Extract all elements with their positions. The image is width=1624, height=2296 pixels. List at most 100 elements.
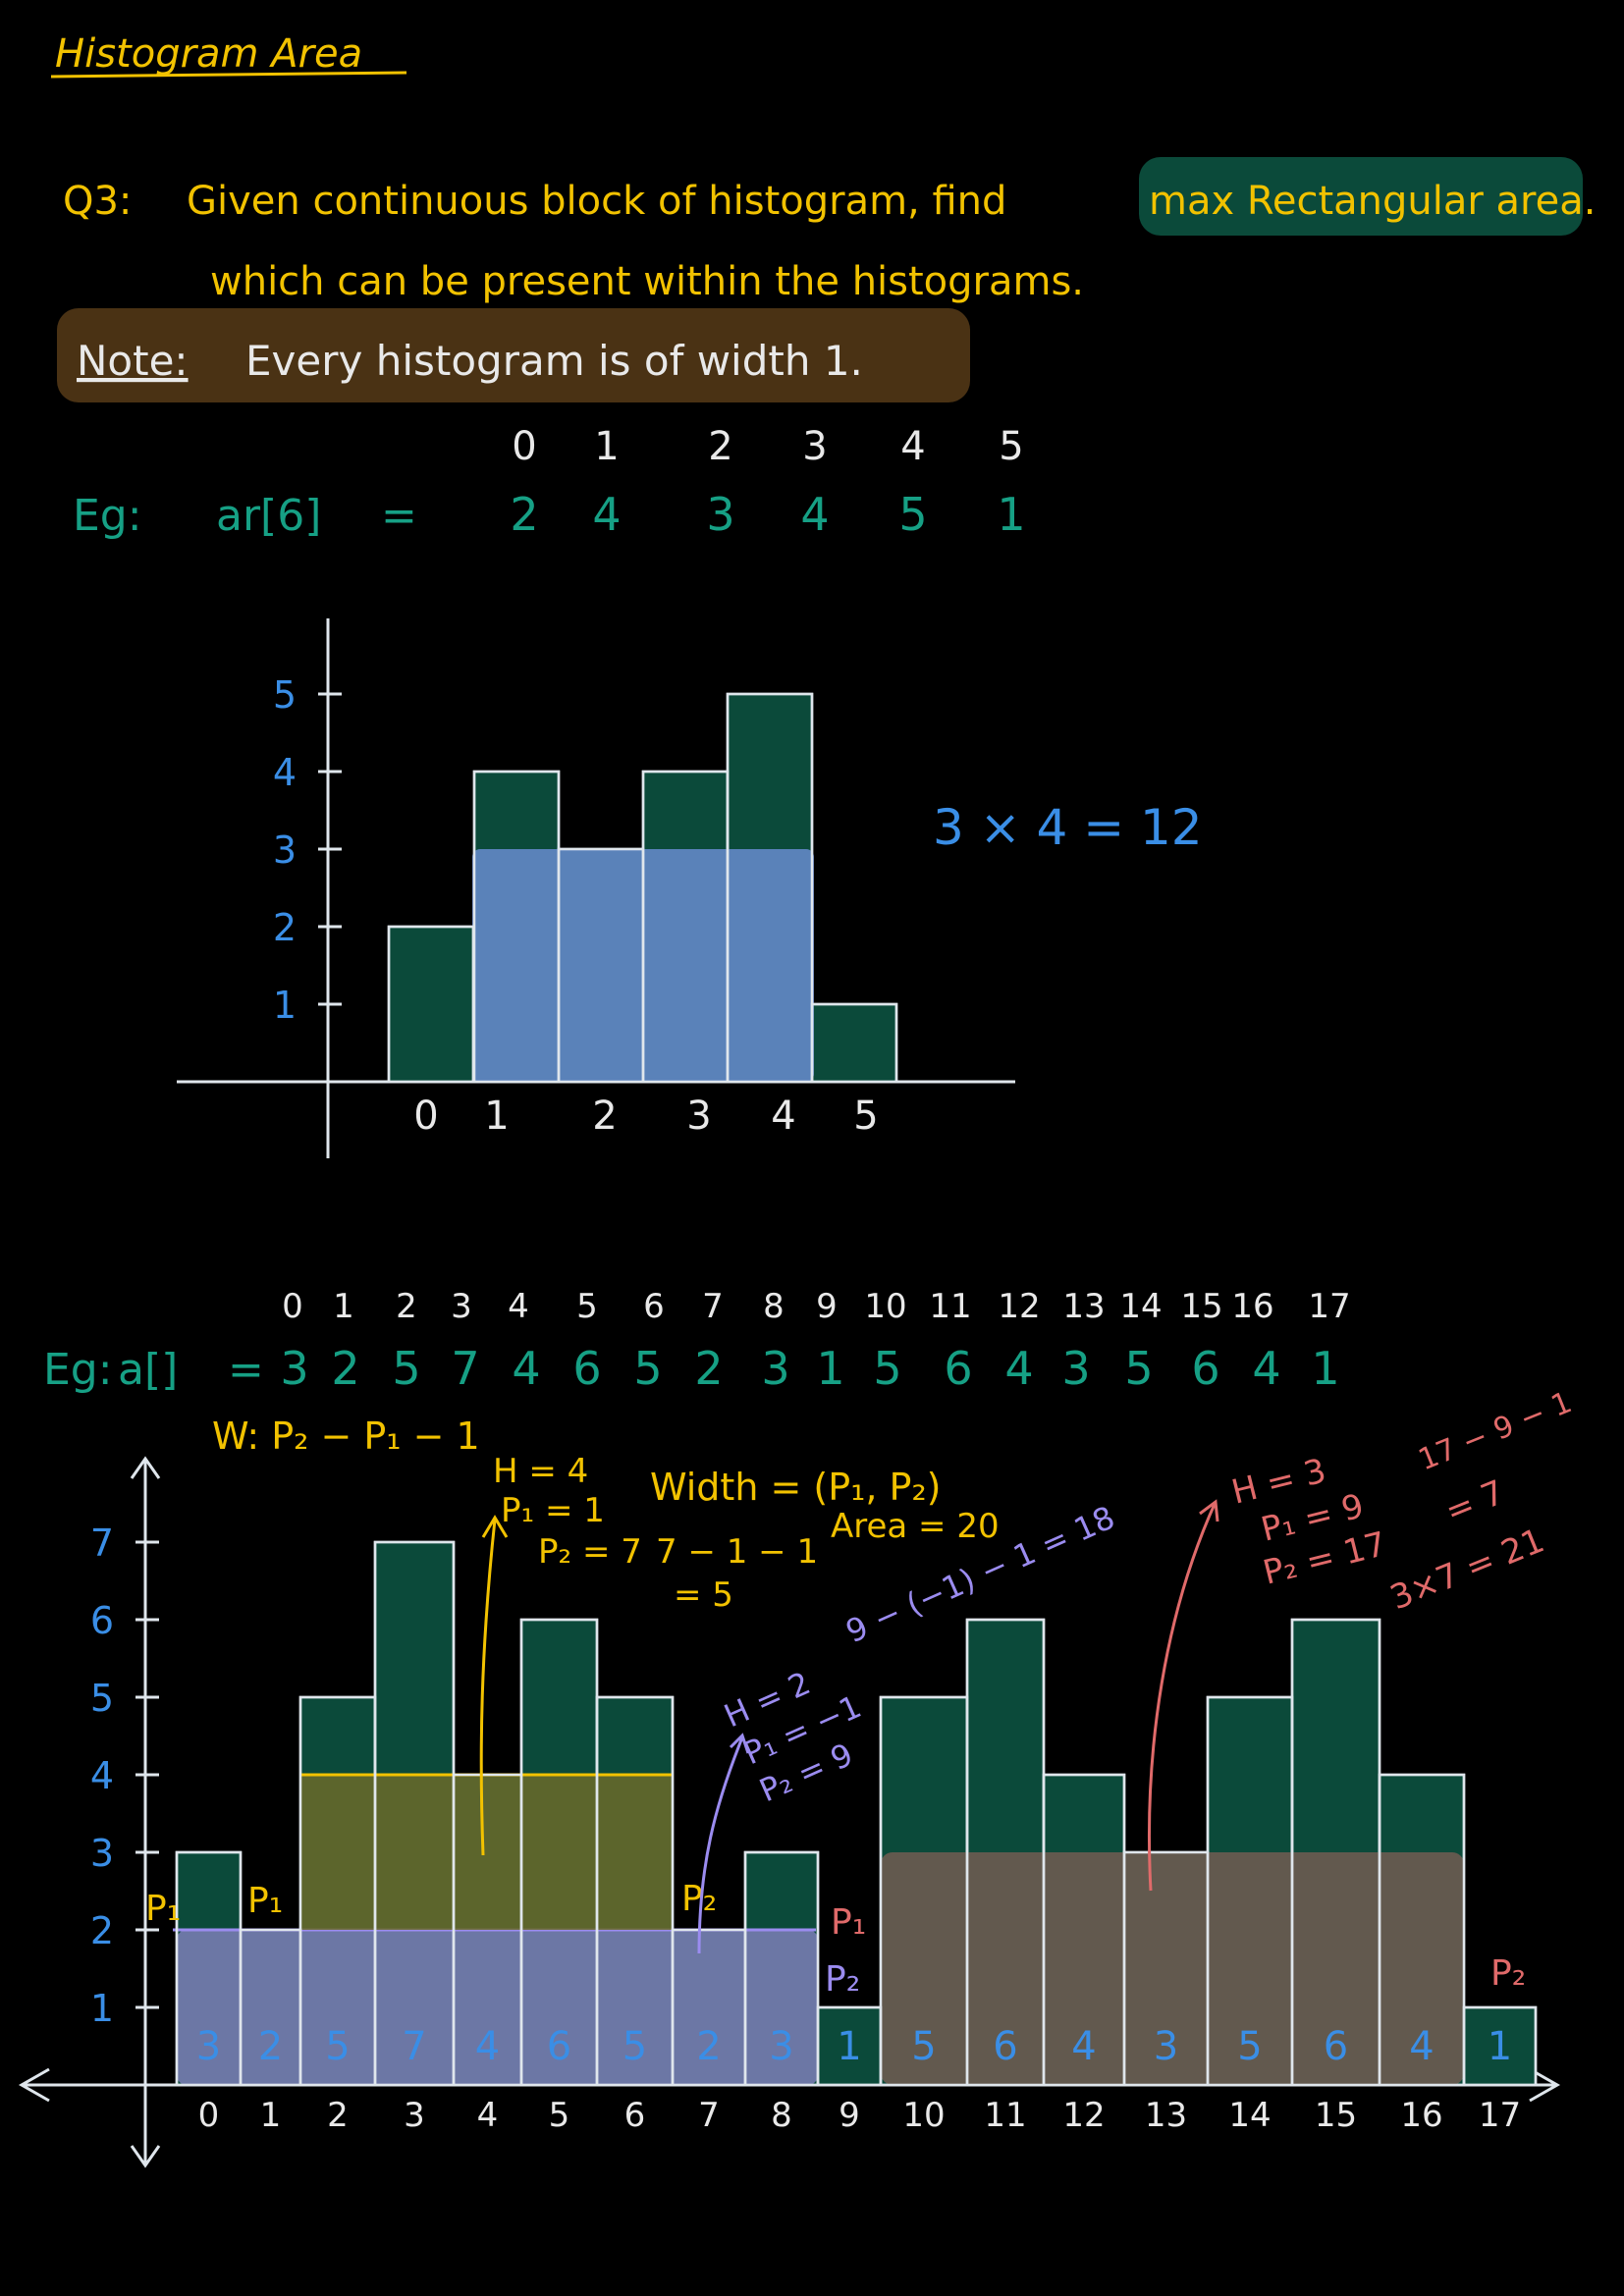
ex2-y-tick-label-7: 7 (90, 1522, 114, 1565)
ex1-index-5: 5 (999, 424, 1023, 469)
ex1-y-tick-label-5: 5 (273, 673, 297, 717)
ex2-bar-value-2: 5 (325, 2024, 350, 2069)
ex2-y-tick-label-1: 1 (90, 1987, 114, 2030)
example1-label: Eg: (73, 491, 142, 541)
ex2-index-3: 3 (451, 1287, 472, 1326)
ex2-bar-value-14: 5 (1237, 2024, 1262, 2069)
ex2-index-6: 6 (643, 1287, 665, 1326)
ex2-x-label-9: 9 (839, 2096, 860, 2135)
ex2-value-14: 5 (1124, 1342, 1153, 1395)
ex2-x-label-1: 1 (260, 2096, 282, 2135)
ex2-purple-rect (177, 1930, 818, 2085)
example2-equals: = (228, 1345, 264, 1395)
ex1-index-0: 0 (512, 424, 536, 469)
ex2-value-1: 2 (331, 1342, 359, 1395)
example1-histogram: 1 2 3 4 5 0 1 2 3 4 5 (177, 618, 1015, 1158)
ex2-x-label-12: 12 (1062, 2096, 1105, 2135)
ex1-x-label-3: 3 (686, 1094, 711, 1139)
ex2-bar-value-0: 3 (196, 2024, 221, 2069)
ex1-y-tick-label-4: 4 (273, 751, 297, 794)
ex2-bar-value-3: 7 (402, 2024, 426, 2069)
yellow-annotation: H = 4 P₁ = 1 P₂ = 7 Width = (P₁, P₂) 7 −… (493, 1452, 1000, 1615)
ex2-x-label-3: 3 (404, 2096, 425, 2135)
ex2-y-tick-label-3: 3 (90, 1832, 114, 1875)
yellow-width-label: Width = (P₁, P₂) (650, 1466, 942, 1509)
ex1-value-3: 4 (800, 488, 829, 541)
ex1-y-tick-label-1: 1 (273, 984, 297, 1027)
ex2-bar-value-15: 6 (1324, 2024, 1348, 2069)
example1-area-text: 3 × 4 = 12 (933, 799, 1203, 856)
ex2-y-tick-label-6: 6 (90, 1599, 114, 1642)
ex2-index-11: 11 (929, 1287, 971, 1326)
ex1-x-label-4: 4 (771, 1094, 795, 1139)
yellow-calc1: 7 − 1 − 1 (656, 1532, 818, 1572)
ex2-x-label-14: 14 (1228, 2096, 1271, 2135)
ex2-index-13: 13 (1062, 1287, 1105, 1326)
ex2-value-6: 5 (633, 1342, 662, 1395)
ex2-x-label-13: 13 (1145, 2096, 1187, 2135)
ex2-y-tick-label-2: 2 (90, 1909, 114, 1952)
ex2-value-9: 1 (816, 1342, 844, 1395)
ex2-bar-value-1: 2 (258, 2024, 283, 2069)
ex2-bar-9 (816, 2005, 883, 2087)
red-annotation: H = 3 P₁ = 9 P₂ = 17 17 − 9 − 1 = 7 3×7 … (1228, 1385, 1577, 1618)
ex2-x-label-5: 5 (549, 2096, 570, 2135)
ex2-value-4: 4 (512, 1342, 540, 1395)
example2-indices: 0 1 2 3 4 5 6 7 8 9 10 11 12 13 14 15 16 17 (282, 1287, 1350, 1326)
ex2-x-label-10: 10 (902, 2096, 945, 2135)
yellow-arrow (479, 1515, 509, 1856)
ex2-yellow-rect (300, 1775, 673, 1930)
ex2-bar-value-16: 4 (1409, 2024, 1434, 2069)
ex2-index-7: 7 (702, 1287, 724, 1326)
ex2-y-axis-arrows (130, 1456, 161, 2168)
ex1-x-label-5: 5 (853, 1094, 878, 1139)
ex2-index-17: 17 (1308, 1287, 1350, 1326)
ex2-bar-value-11: 6 (993, 2024, 1017, 2069)
ex2-index-12: 12 (998, 1287, 1040, 1326)
yellow-p2: P₂ = 7 (538, 1532, 642, 1572)
purple-arrow (697, 1733, 750, 1954)
yellow-calc2: = 5 (674, 1575, 733, 1615)
yellow-p1: P₁ = 1 (501, 1491, 605, 1530)
ex1-index-3: 3 (802, 424, 827, 469)
yellow-area: Area = 20 (831, 1507, 1000, 1546)
note-label: Note: (77, 337, 189, 385)
ex2-index-14: 14 (1119, 1287, 1162, 1326)
title-underline (50, 71, 407, 79)
example1-values: 2 4 3 4 5 1 (510, 488, 1025, 541)
ex2-index-2: 2 (396, 1287, 417, 1326)
ex2-bar-value-6: 5 (623, 2024, 647, 2069)
ex2-index-5: 5 (576, 1287, 598, 1326)
ex2-value-16: 4 (1252, 1342, 1280, 1395)
ex2-value-11: 6 (944, 1342, 972, 1395)
ex1-value-5: 1 (997, 488, 1025, 541)
question-highlight: max Rectangular area. (1149, 179, 1596, 224)
ex2-index-8: 8 (763, 1287, 785, 1326)
ex2-index-4: 4 (508, 1287, 529, 1326)
ex2-x-label-7: 7 (698, 2096, 720, 2135)
ex2-red-rect (881, 1852, 1464, 2085)
ex2-x-label-11: 11 (984, 2096, 1026, 2135)
ex1-x-label-2: 2 (592, 1094, 617, 1139)
highlight-max-area (1139, 157, 1583, 236)
question-line1: Given continuous block of histogram, fin… (187, 179, 1006, 224)
red-calc1: 17 − 9 − 1 (1414, 1385, 1577, 1477)
ex2-y-tick-label-5: 5 (90, 1677, 114, 1720)
ex2-index-1: 1 (333, 1287, 354, 1326)
ex2-x-label-16: 16 (1400, 2096, 1442, 2135)
ex2-x-label-2: 2 (327, 2096, 349, 2135)
ex2-value-15: 6 (1191, 1342, 1219, 1395)
ex2-index-16: 16 (1231, 1287, 1273, 1326)
ex1-bar-outline-5 (810, 1002, 898, 1084)
ex2-x-label-17: 17 (1479, 2096, 1521, 2135)
note-text: Every histogram is of width 1. (245, 337, 863, 385)
highlight-note (57, 308, 970, 402)
ex1-y-tick-label-2: 2 (273, 906, 297, 949)
ex2-value-3: 7 (451, 1342, 479, 1395)
ex1-bar-outline-4 (726, 692, 814, 1084)
ex2-bar-value-5: 6 (547, 2024, 571, 2069)
ex2-value-5: 6 (572, 1342, 601, 1395)
